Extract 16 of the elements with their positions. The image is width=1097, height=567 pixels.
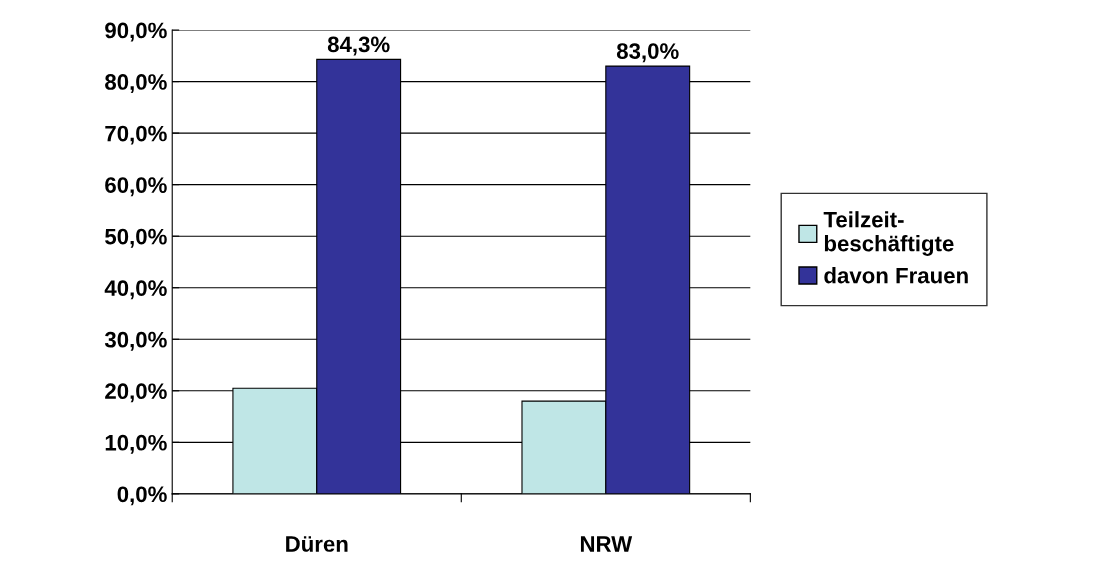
- y-tick-label: 50,0%: [105, 228, 167, 248]
- y-tick-label: 40,0%: [104, 280, 167, 300]
- x-tick-label: NRW: [580, 536, 633, 552]
- y-tick-label: 30,0%: [104, 331, 167, 351]
- data-label: 84,3%: [327, 36, 390, 56]
- y-tick-label: 90,0%: [105, 22, 167, 42]
- legend-label: davon Frauen: [824, 267, 968, 284]
- legend-label: Teilzeit-beschäftigte: [823, 211, 954, 256]
- y-tick-label: 20,0%: [105, 383, 167, 403]
- y-tick-label: 60,0%: [105, 177, 167, 197]
- y-tick-label: 70,0%: [105, 125, 167, 145]
- x-tick-label: Düren: [286, 536, 348, 552]
- y-tick-label: 10,0%: [105, 434, 167, 454]
- data-label: 83,0%: [616, 43, 679, 63]
- y-tick-label: 0,0%: [117, 486, 167, 506]
- y-tick-label: 80,0%: [105, 74, 167, 94]
